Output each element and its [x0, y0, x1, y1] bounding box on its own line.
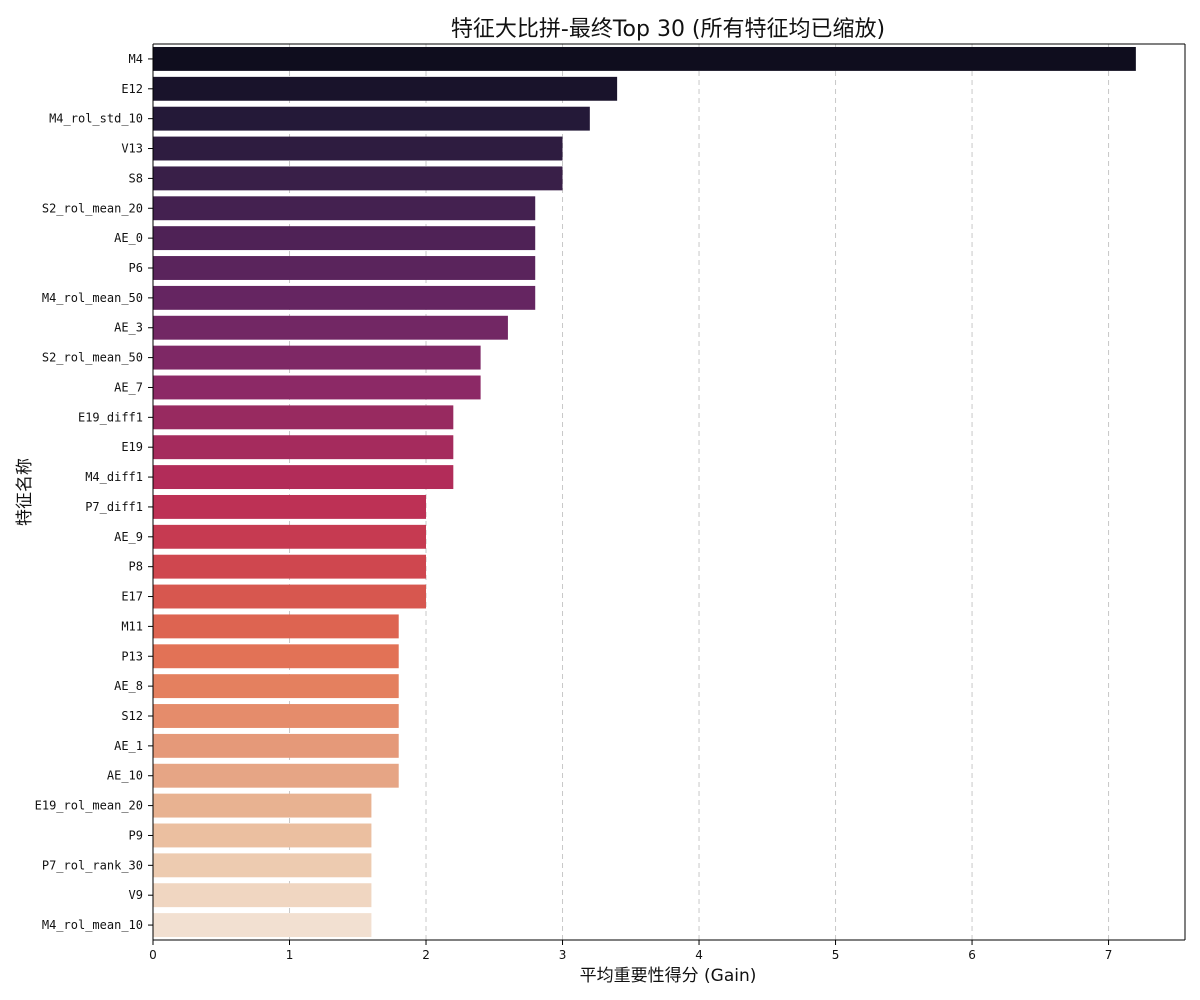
- x-tick-label: 7: [1105, 948, 1113, 962]
- x-tick-label: 2: [422, 948, 430, 962]
- y-tick-label: AE_0: [114, 231, 143, 245]
- y-tick-label: M4_diff1: [85, 470, 143, 484]
- y-tick-label: V13: [121, 142, 143, 156]
- bar: [153, 106, 590, 131]
- bar: [153, 823, 372, 848]
- x-tick-label: 6: [968, 948, 976, 962]
- bar-layer: [153, 46, 1136, 938]
- bar: [153, 256, 536, 280]
- y-tick-label: S8: [129, 171, 143, 185]
- y-tick-label: M4_rol_mean_50: [42, 291, 143, 305]
- y-tick-label: M4_rol_mean_10: [42, 918, 143, 932]
- bar: [153, 465, 454, 490]
- bar: [153, 405, 454, 430]
- y-tick-label: E19_rol_mean_20: [35, 799, 143, 813]
- y-tick-label: P7_rol_rank_30: [42, 858, 143, 872]
- bar: [153, 375, 481, 400]
- chart-title: 特征大比拼-最终Top 30 (所有特征均已缩放): [451, 17, 885, 42]
- bar: [153, 614, 399, 639]
- y-axis-label: 特征名称: [15, 458, 35, 526]
- bar: [153, 285, 536, 310]
- y-tick-label: AE_1: [114, 739, 143, 753]
- y-tick-label: S2_rol_mean_50: [42, 351, 143, 365]
- bar: [153, 315, 508, 340]
- x-tick-label: 0: [149, 948, 157, 962]
- bar: [153, 704, 399, 728]
- bar: [153, 166, 563, 191]
- x-axis-label: 平均重要性得分 (Gain): [580, 966, 757, 986]
- x-tick-label: 4: [695, 948, 703, 962]
- bar: [153, 494, 427, 519]
- y-tick-label: P9: [129, 828, 143, 842]
- y-tick-label: AE_10: [107, 769, 143, 783]
- y-tick-label: S12: [121, 709, 143, 723]
- x-tick-label: 1: [286, 948, 294, 962]
- y-tick-label: P7_diff1: [85, 500, 143, 514]
- bar: [153, 674, 399, 699]
- y-tick-label: E19_diff1: [78, 410, 143, 424]
- y-tick-label: V9: [129, 888, 143, 902]
- y-tick-label: M4: [129, 52, 143, 66]
- bar: [153, 883, 372, 908]
- bar: [153, 584, 427, 609]
- y-tick-label: M11: [121, 619, 143, 633]
- bar: [153, 554, 427, 579]
- y-tick-label: AE_7: [114, 380, 143, 394]
- label-layer: 0 1 2 3 4 5 6 7 M4 E12 M4_rol_std_10 V13 S8 S2_rol_me…: [35, 52, 1113, 962]
- bar: [153, 435, 454, 460]
- bar: [153, 46, 1136, 71]
- bar: [153, 226, 536, 251]
- y-tick-label: S2_rol_mean_20: [42, 201, 143, 215]
- bar: [153, 196, 536, 221]
- x-tick-label: 3: [559, 948, 567, 962]
- bar: [153, 345, 481, 370]
- y-tick-label: E19: [121, 440, 143, 454]
- axis-layer: [148, 43, 1186, 945]
- bar: [153, 76, 618, 101]
- bar: [153, 524, 427, 549]
- bar: [153, 913, 372, 938]
- y-tick-label: AE_8: [114, 679, 143, 693]
- bar: [153, 733, 399, 758]
- y-tick-label: E17: [121, 590, 143, 604]
- y-tick-label: P8: [129, 560, 143, 574]
- y-tick-label: M4_rol_std_10: [49, 112, 143, 126]
- y-tick-label: AE_3: [114, 321, 143, 335]
- bar: [153, 853, 372, 878]
- y-tick-label: P6: [129, 261, 143, 275]
- y-tick-label: E12: [121, 82, 143, 96]
- bar: [153, 644, 399, 669]
- y-tick-label: P13: [121, 649, 143, 663]
- bar: [153, 763, 399, 788]
- y-tick-label: AE_9: [114, 530, 143, 544]
- x-tick-label: 5: [832, 948, 840, 962]
- bar: [153, 793, 372, 818]
- bar: [153, 136, 563, 161]
